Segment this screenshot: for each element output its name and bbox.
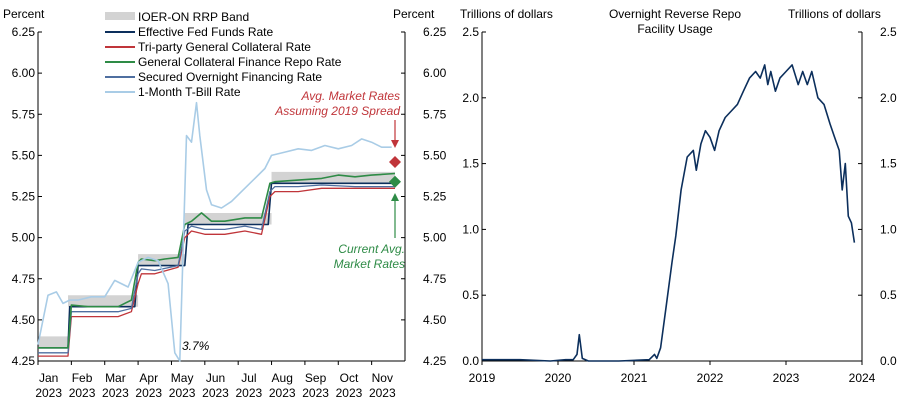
legend-label-1-month-t-bill-rate: 1-Month T-Bill Rate: [138, 85, 241, 99]
left-ytick-label-left: 4.25: [12, 354, 36, 368]
series-line-1-month-t-bill-rate: [37, 101, 392, 362]
left-xtick-year-jul: 2023: [236, 386, 263, 400]
left-xtick-month-apr: Apr: [139, 371, 158, 385]
left-xtick-month-nov: Nov: [372, 371, 393, 385]
series-line-secured-overnight-financing-rate: [38, 184, 395, 354]
right-xtick-label-2019: 2019: [469, 371, 496, 385]
left-xtick-month-feb: Feb: [72, 371, 93, 385]
left-xtick-year-feb: 2023: [69, 386, 96, 400]
marker-diamond-current-avg-market-rates: [389, 175, 401, 188]
annotation-arrowhead-green: [391, 193, 399, 201]
left-xtick-month-jun: Jun: [206, 371, 225, 385]
left-ytick-label-left: 6.25: [12, 25, 36, 39]
left-ytick-label-right: 4.75: [423, 272, 447, 286]
left-band-layer: [38, 171, 395, 348]
left-ytick-label-left: 4.50: [12, 313, 36, 327]
left-series-layer: [37, 101, 396, 362]
left-xtick-month-jul: Jul: [241, 371, 256, 385]
left-ytick-label-right: 5.00: [423, 231, 447, 245]
right-xtick-label-2022: 2022: [697, 371, 724, 385]
left-ytick-label-left: 5.50: [12, 148, 36, 162]
left-ytick-label-left: 5.00: [12, 231, 36, 245]
series-line-tri-party-general-collateral-rate: [38, 187, 395, 357]
left-xtick-month-jan: Jan: [39, 371, 58, 385]
annotation-arrowhead-red: [391, 140, 399, 148]
legend-label-ioer-on-rrp-band: IOER-ON RRP Band: [138, 10, 249, 24]
left-xtick-year-mar: 2023: [102, 386, 129, 400]
legend-label-general-collateral-finance-repo-rate: General Collateral Finance Repo Rate: [138, 55, 342, 69]
annotation-current-avg-line2: Market Rates: [334, 257, 405, 271]
left-ytick-label-right: 5.75: [423, 107, 447, 121]
band-ioer-on-rrp: [38, 171, 395, 348]
legend-swatch-ioer-on-rrp-band: [105, 12, 135, 20]
left-xtick-year-apr: 2023: [135, 386, 162, 400]
left-xtick-year-sep: 2023: [302, 386, 329, 400]
right-title-line2: Facility Usage: [637, 22, 713, 36]
right-title-line1: Overnight Reverse Repo: [609, 7, 741, 21]
right-ylabel-right: Trillions of dollars: [788, 7, 881, 21]
right-ytick-label-right: 2.5: [880, 25, 897, 39]
left-ytick-label-right: 4.50: [423, 313, 447, 327]
left-xtick-year-oct: 2023: [336, 386, 363, 400]
left-xtick-year-may: 2023: [169, 386, 196, 400]
left-ytick-label-left: 5.75: [12, 107, 36, 121]
right-ytick-label-left: 0.0: [462, 354, 479, 368]
right-ylabel-left: Trillions of dollars: [460, 7, 553, 21]
left-ytick-label-left: 6.00: [12, 66, 36, 80]
right-ytick-label-left: 2.0: [462, 91, 479, 105]
left-ytick-label-left: 4.75: [12, 272, 36, 286]
legend-label-effective-fed-funds-rate: Effective Fed Funds Rate: [138, 25, 274, 39]
left-xtick-month-oct: Oct: [340, 371, 359, 385]
right-ytick-label-right: 1.0: [880, 222, 897, 236]
series-line-general-collateral-finance-repo-rate: [38, 172, 396, 349]
right-ytick-label-left: 1.5: [462, 157, 479, 171]
left-ytick-label-right: 5.50: [423, 148, 447, 162]
series-line-overnight-reverse-repo-facility-usage: [482, 64, 856, 362]
right-ytick-label-left: 0.5: [462, 288, 479, 302]
legend-label-tri-party-general-collateral-rate: Tri-party General Collateral Rate: [138, 40, 311, 54]
left-markers-layer: [389, 155, 401, 188]
left-ytick-label-right: 6.00: [423, 66, 447, 80]
left-xtick-month-may: May: [171, 371, 194, 385]
left-axes-layer: 4.25 4.25 4.50 4.50 4.75 4.75 5.00 5.00 5.25 5.25…: [12, 25, 447, 400]
right-ytick-label-left: 1.0: [462, 222, 479, 236]
annotation-current-avg-line1: Current Avg.: [338, 242, 405, 256]
left-xtick-year-nov: 2023: [369, 386, 396, 400]
left-xtick-month-mar: Mar: [105, 371, 126, 385]
left-ytick-label-left: 5.25: [12, 190, 36, 204]
legend-label-secured-overnight-financing-rate: Secured Overnight Financing Rate: [138, 70, 322, 84]
annotation-tbill-note: 3.7%: [182, 339, 210, 353]
right-ytick-label-left: 2.5: [462, 25, 479, 39]
annotation-avg-market-2019-line2: Assuming 2019 Spread: [274, 104, 400, 118]
left-xtick-year-jan: 2023: [35, 386, 62, 400]
left-ytick-label-right: 4.25: [423, 354, 447, 368]
right-series-layer: [482, 64, 856, 362]
right-ytick-label-right: 0.5: [880, 288, 897, 302]
left-legend: IOER-ON RRP Band Effective Fed Funds Rat…: [105, 10, 342, 99]
right-xtick-label-2021: 2021: [621, 371, 648, 385]
right-xtick-label-2023: 2023: [773, 371, 800, 385]
left-ylabel-left: Percent: [3, 7, 45, 21]
left-xtick-year-aug: 2023: [269, 386, 296, 400]
right-xtick-label-2020: 2020: [545, 371, 572, 385]
left-ytick-label-right: 6.25: [423, 25, 447, 39]
series-line-effective-fed-funds-rate: [38, 182, 395, 349]
right-ytick-label-right: 0.0: [880, 354, 897, 368]
right-axes-layer: 0.0 0.0 0.5 0.5 1.0 1.0 1.5 1.5 2.0 2.0 2.5 2.5 2019…: [462, 25, 897, 385]
left-ylabel-right: Percent: [393, 7, 435, 21]
annotation-avg-market-2019-line1: Avg. Market Rates: [301, 89, 400, 103]
left-xtick-year-jun: 2023: [202, 386, 229, 400]
right-ytick-label-right: 1.5: [880, 157, 897, 171]
marker-diamond-avg-market-rates-assuming-2019-spread: [389, 155, 401, 168]
left-ytick-label-right: 5.25: [423, 190, 447, 204]
right-ytick-label-right: 2.0: [880, 91, 897, 105]
left-xtick-month-aug: Aug: [272, 371, 293, 385]
left-xtick-month-sep: Sep: [305, 371, 327, 385]
right-xtick-label-2024: 2024: [849, 371, 876, 385]
